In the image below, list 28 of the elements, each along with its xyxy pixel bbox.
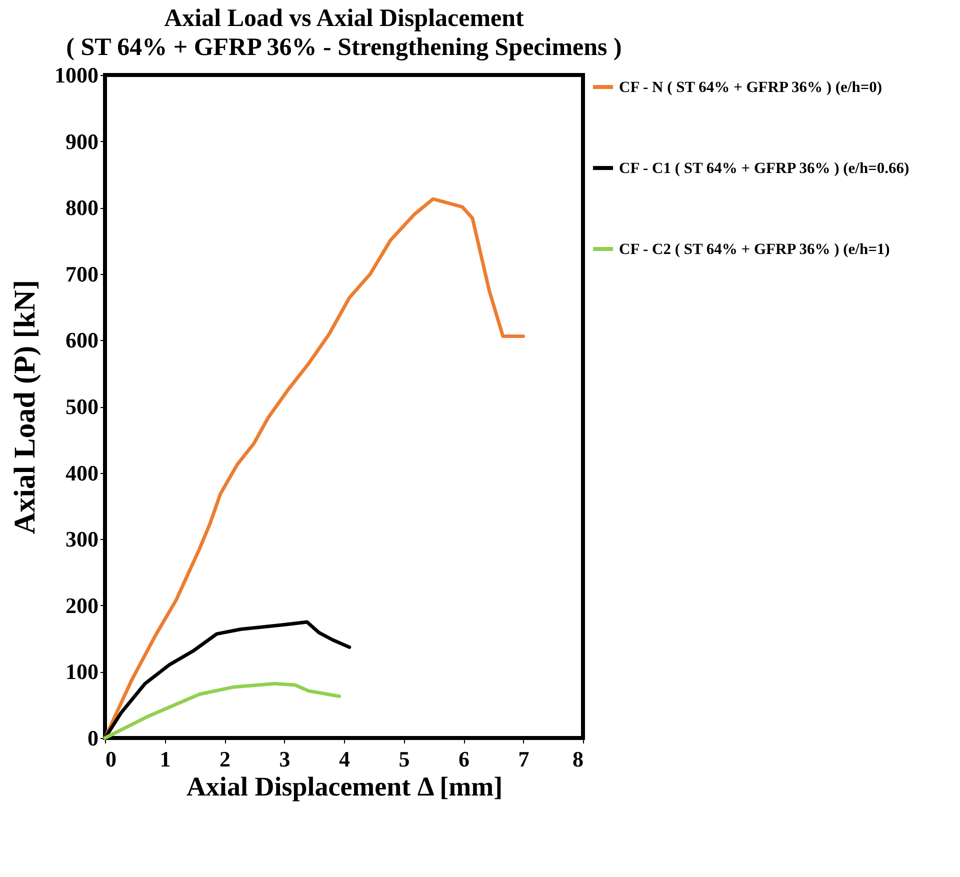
x-tick-label: 1 — [160, 746, 171, 772]
y-tick-label: 500 — [66, 394, 98, 419]
y-tick-label: 400 — [66, 460, 98, 486]
x-tick-label: 7 — [518, 746, 530, 772]
legend-label: CF - C1 ( ST 64% + GFRP 36% ) (e/h=0.66) — [619, 160, 910, 177]
line-series — [103, 682, 341, 740]
y-tick-label: 300 — [66, 526, 98, 552]
legend-label: CF - C2 ( ST 64% + GFRP 36% ) (e/h=1) — [619, 241, 890, 258]
x-tick-label: 0 — [106, 746, 116, 772]
x-tick-label: 5 — [398, 746, 410, 772]
y-tick-label: 0 — [88, 726, 98, 750]
y-tick-label: 700 — [66, 261, 98, 286]
y-tick-label: 1000 — [54, 62, 98, 88]
y-tick-label: 200 — [66, 592, 98, 618]
y-tick-label: 900 — [66, 128, 98, 154]
chart-title: Axial Load vs Axial Displacement — [164, 5, 525, 32]
chart-subtitle: ( ST 64% + GFRP 36% - Strengthening Specimens ) — [66, 34, 622, 61]
x-tick-label: 4 — [339, 746, 350, 772]
legend-label: CF - N ( ST 64% + GFRP 36% ) (e/h=0) — [619, 79, 882, 96]
x-tick-label: 3 — [279, 746, 290, 772]
x-axis-title: Axial Displacement Δ [mm] — [186, 772, 503, 802]
x-tick-label: 6 — [458, 746, 470, 772]
y-tick-label: 600 — [66, 328, 98, 353]
y-tick-label: 100 — [66, 659, 98, 684]
y-axis-title: Axial Load (P) [kN] — [8, 280, 42, 534]
x-tick-label: 2 — [220, 746, 230, 772]
y-tick-label: 800 — [66, 195, 98, 220]
x-tick-label: 8 — [572, 746, 584, 772]
